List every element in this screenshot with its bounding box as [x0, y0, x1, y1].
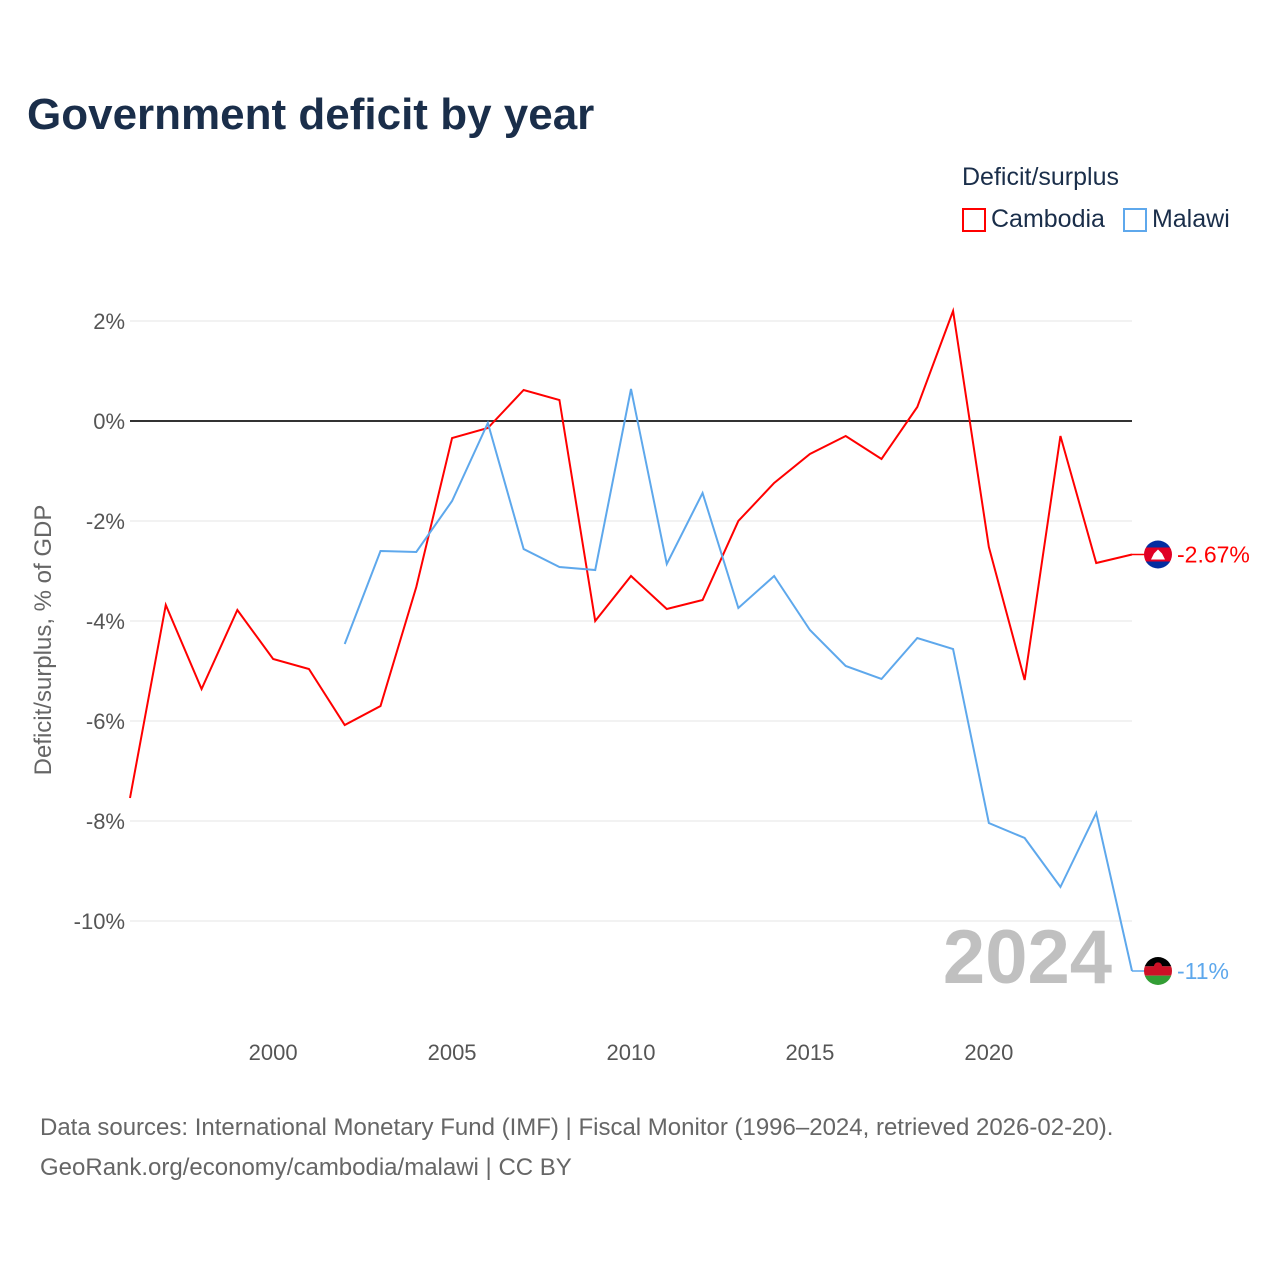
legend-label: Cambodia: [991, 205, 1105, 233]
x-tick-label: 2000: [249, 1040, 298, 1065]
y-tick-label: 0%: [93, 409, 125, 434]
y-tick-label: -8%: [86, 809, 125, 834]
legend-label: Malawi: [1151, 205, 1230, 233]
end-value-label: -2.67%: [1177, 542, 1250, 568]
y-axis-label: Deficit/surplus, % of GDP: [30, 505, 57, 776]
x-tick-label: 2020: [964, 1040, 1013, 1065]
flag-cambodia-icon: [1144, 540, 1172, 569]
flag-malawi-icon: [1144, 957, 1172, 985]
series-line-malawi: [343, 388, 1133, 972]
x-tick-label: 2010: [607, 1040, 656, 1065]
y-tick-label: -6%: [86, 709, 125, 734]
legend-item-cambodia[interactable]: Cambodia: [962, 205, 1105, 234]
data-sources: Data sources: International Monetary Fun…: [40, 1114, 1114, 1141]
legend-item-malawi[interactable]: Malawi: [1122, 205, 1230, 234]
footer: Data sources: International Monetary Fun…: [40, 1108, 1113, 1188]
end-value-label: -11%: [1177, 958, 1229, 984]
y-tick-label: -10%: [74, 909, 125, 934]
legend: Cambodia Malawi: [962, 205, 1230, 234]
source-link[interactable]: GeoRank.org/economy/cambodia/malawi | CC…: [40, 1154, 572, 1181]
series-line-cambodia: [129, 307, 1133, 799]
chart-title: Government deficit by year: [27, 90, 595, 139]
year-watermark: 2024: [943, 915, 1112, 1000]
y-tick-label: -2%: [86, 509, 125, 534]
x-tick-label: 2015: [785, 1040, 834, 1065]
legend-swatch-cambodia: [962, 207, 986, 232]
y-tick-label: -4%: [86, 609, 125, 634]
x-tick-label: 2005: [428, 1040, 477, 1065]
legend-swatch-malawi: [1122, 207, 1147, 232]
y-tick-label: 2%: [93, 309, 125, 334]
legend-title: Deficit/surplus: [962, 163, 1119, 191]
